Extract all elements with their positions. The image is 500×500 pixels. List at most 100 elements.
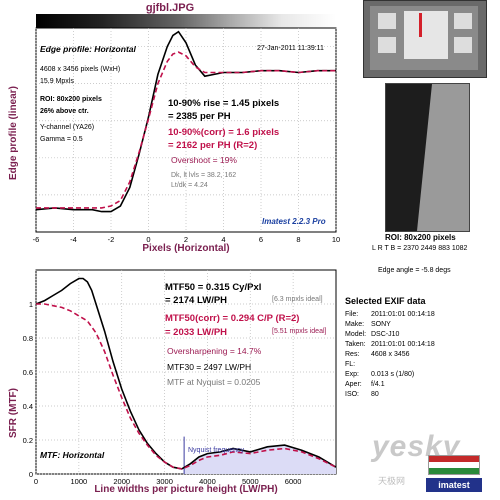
thumbnail-patch <box>378 37 396 53</box>
edge-heading: Edge profile: Horizontal <box>40 44 136 54</box>
rise-value: 10-90% rise = 1.45 pixels <box>168 98 280 109</box>
exif-value: DSC-J10 <box>371 331 400 338</box>
y-tick-label: 0.6 <box>23 368 33 377</box>
x-tick-label: -2 <box>108 235 115 244</box>
edge-gradient-bar <box>36 14 336 28</box>
mtf50-lwph: = 2174 LW/PH <box>165 295 228 306</box>
mtf-at-nyquist: MTF at Nyquist = 0.0205 <box>167 377 261 387</box>
mtf50-value: MTF50 = 0.315 Cy/Pxl <box>165 282 262 293</box>
exif-row: Taken: 2011:01:01 00:14:18 <box>345 341 495 351</box>
edge-x-axis-label: Pixels (Horizontal) <box>142 243 230 254</box>
y-tick-label: 0 <box>29 470 33 479</box>
series-line-corrected <box>36 51 336 209</box>
edge-angle: Edge angle = -5.8 degs <box>378 267 451 274</box>
y-tick-label: 0.2 <box>23 436 33 445</box>
overshoot: Overshoot = 19% <box>171 155 237 165</box>
exif-row: Res: 4608 x 3456 <box>345 351 495 361</box>
exif-key: Taken: <box>345 341 366 348</box>
x-tick-label: 10 <box>332 235 340 244</box>
imatest-logo: imatest <box>426 478 482 492</box>
rise-corr-value: 10-90%(corr) = 1.6 pixels <box>168 127 280 138</box>
dark-light-levels: Dk, lt lvls = 38.2, 162 <box>171 172 237 179</box>
mtf-y-axis-label: SFR (MTF) <box>8 388 19 438</box>
exif-row: ISO: 80 <box>345 391 495 401</box>
exif-row: Make: SONY <box>345 321 495 331</box>
ideal-mpxls-2: [5.51 mpxls ideal] <box>272 328 327 335</box>
edge-above: 26% above ctr. <box>40 108 89 115</box>
series-line-corrected <box>36 303 337 470</box>
roi-coords: L R T B = 2370 2449 883 1082 <box>372 245 468 252</box>
exif-value: 0.013 s (1/80) <box>371 371 415 378</box>
x-tick-label: 5000 <box>242 477 259 486</box>
nyquist-label: Nyquist frequency <box>188 447 245 454</box>
mtf30-value: MTF30 = 2497 LW/PH <box>167 362 252 372</box>
exif-key: Model: <box>345 331 367 338</box>
x-tick-label: 8 <box>296 235 300 244</box>
exif-value: 80 <box>371 391 379 398</box>
thumbnail-patch <box>378 13 396 29</box>
yesky-sub-watermark: 天极网 <box>378 476 406 486</box>
roi-crop-image <box>385 83 470 232</box>
exif-row: FL: <box>345 361 495 371</box>
x-tick-label: -4 <box>70 235 77 244</box>
rise-per-ph: = 2385 per PH <box>168 111 231 122</box>
flag-logo <box>428 455 480 475</box>
rise-corr-per-ph: = 2162 per PH (R=2) <box>168 140 258 151</box>
exif-key: ISO: <box>345 391 360 398</box>
edge-profile-chart: -6 -4 -2 0 2 4 6 8 10 <box>33 27 340 244</box>
thumbnail-patch <box>454 37 472 53</box>
edge-mpxls: 15.9 Mpxls <box>40 78 74 85</box>
thumbnail-patch <box>454 13 472 29</box>
x-tick-label: 6000 <box>285 477 302 486</box>
ideal-mpxls-1: [6.3 mpxls ideal] <box>272 296 323 303</box>
exif-key: Make: <box>345 321 365 328</box>
exif-row: File: 2011:01:01 00:14:18 <box>345 311 495 321</box>
edge-y-axis-label: Edge profile (linear) <box>8 86 19 180</box>
x-tick-label: 4 <box>221 235 225 244</box>
x-tick-label: 3000 <box>156 477 173 486</box>
x-tick-label: 0 <box>34 477 38 486</box>
thumbnail-target <box>404 11 448 59</box>
x-tick-label: 0 <box>146 235 150 244</box>
x-tick-label: 4000 <box>199 477 216 486</box>
edge-date: 27-Jan-2011 11:39:11 <box>257 45 324 52</box>
exif-key: Exp: <box>345 371 360 378</box>
exif-key: Res: <box>345 351 360 358</box>
mtf50-corr-value: MTF50(corr) = 0.294 C/P (R=2) <box>165 313 300 324</box>
exif-value: 4608 x 3456 <box>371 351 410 358</box>
y-tick-label: 0.4 <box>23 402 33 411</box>
roi-edge-graphic <box>417 84 469 231</box>
imatest-version: Imatest 2.2.3 Pro <box>262 217 326 226</box>
light-dark-ratio: Lt/dk = 4.24 <box>171 182 208 189</box>
x-tick-label: -6 <box>33 235 40 244</box>
mtf-heading: MTF: Horizontal <box>40 450 105 460</box>
exif-row: Aper: f/4.1 <box>345 381 495 391</box>
x-tick-label: 6 <box>259 235 263 244</box>
edge-gamma: Gamma = 0.5 <box>40 136 83 143</box>
exif-value: 2011:01:01 00:14:18 <box>371 341 435 348</box>
exif-value: 2011:01:01 00:14:18 <box>371 311 435 318</box>
x-tick-label: 2000 <box>113 477 130 486</box>
oversharpening: Oversharpening = 14.7% <box>167 346 262 356</box>
series-line-measured <box>35 277 337 470</box>
exif-value: SONY <box>371 321 391 328</box>
thumbnail-roi-marker <box>419 13 422 37</box>
mtf-chart: 0 1000 2000 3000 4000 5000 6000 0 0.2 0.4 0.6 0.8 1 <box>23 269 337 486</box>
edge-channel: Y-channel (YA26) <box>40 124 95 131</box>
exif-title: Selected EXIF data <box>345 296 426 306</box>
edge-roi: ROI: 80x200 pixels <box>40 96 102 103</box>
test-chart-thumbnail <box>363 0 487 78</box>
file-title: gjfbl.JPG <box>145 2 195 14</box>
y-tick-label: 1 <box>29 300 33 309</box>
x-tick-label: 1000 <box>71 477 88 486</box>
exif-key: File: <box>345 311 359 318</box>
y-tick-label: 0.8 <box>23 334 33 343</box>
nyquist-shaded-area <box>184 445 336 474</box>
edge-pixels: 4608 x 3456 pixels (WxH) <box>40 66 121 73</box>
exif-value: f/4.1 <box>371 381 385 388</box>
exif-key: Aper: <box>345 381 362 388</box>
x-tick-label: 2 <box>184 235 188 244</box>
mtf-x-axis-label: Line widths per picture height (LW/PH) <box>94 484 278 495</box>
roi-title: ROI: 80x200 pixels <box>385 233 456 242</box>
exif-row: Model: DSC-J10 <box>345 331 495 341</box>
